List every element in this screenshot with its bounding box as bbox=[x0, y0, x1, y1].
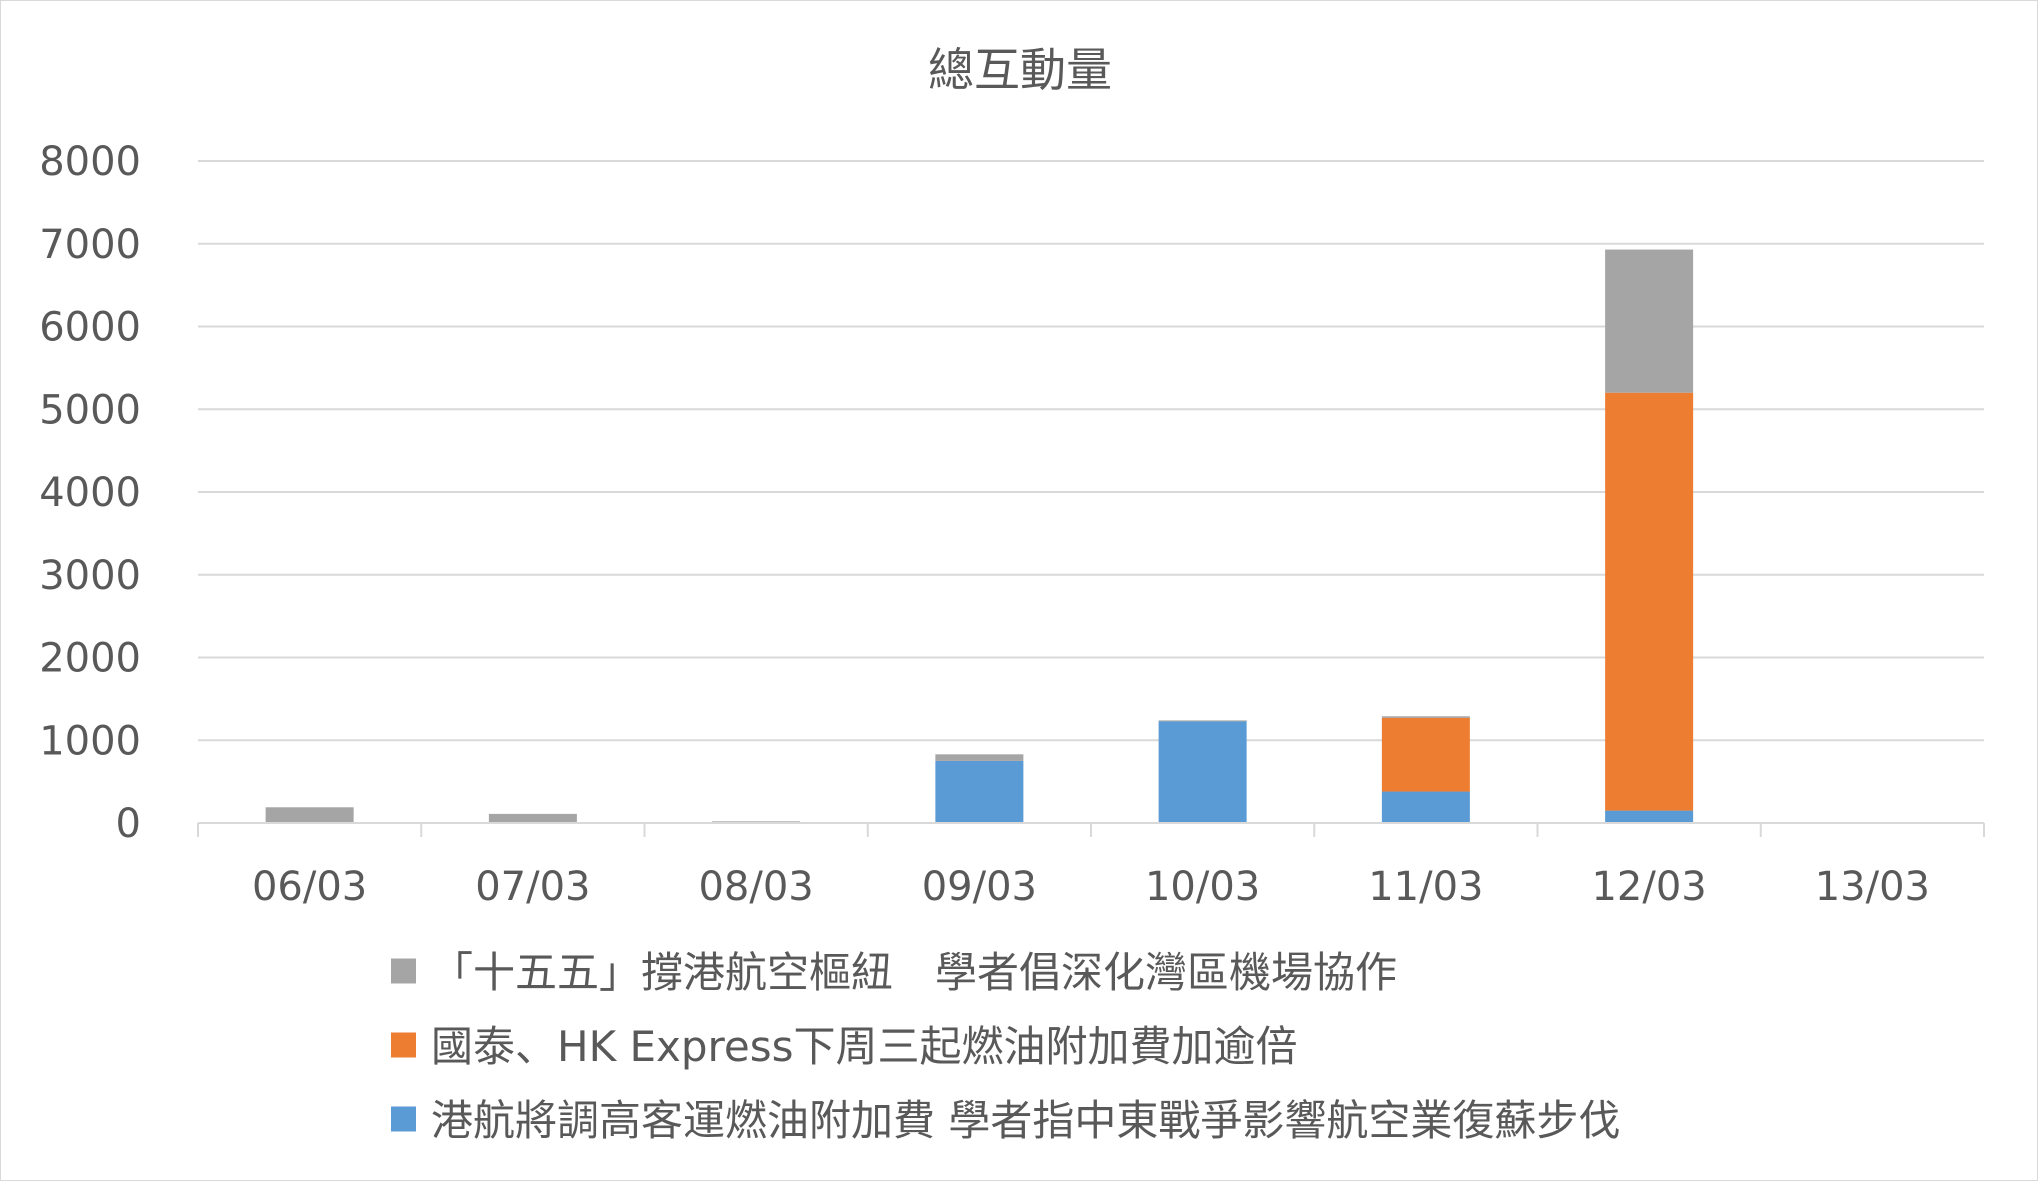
y-tick-label: 8000 bbox=[39, 139, 141, 185]
bar-segment bbox=[265, 807, 354, 823]
bar-segment bbox=[1158, 720, 1247, 722]
legend-label: 港航將調高客運燃油附加費 學者指中東戰爭影響航空業復蘇步伐 bbox=[431, 1096, 1620, 1145]
legend-label: 國泰、HK Express下周三起燃油附加費加逾倍 bbox=[431, 1022, 1297, 1071]
y-tick-label: 2000 bbox=[39, 636, 141, 682]
bar-segment bbox=[935, 754, 1024, 761]
x-tick-label: 08/03 bbox=[698, 864, 813, 910]
legend-swatch bbox=[391, 1106, 416, 1132]
y-tick-label: 1000 bbox=[39, 718, 141, 764]
bar-segment bbox=[1158, 721, 1247, 823]
y-tick-label: 4000 bbox=[39, 470, 141, 516]
chart-title: 總互動量 bbox=[928, 43, 1112, 97]
bars bbox=[265, 249, 1694, 823]
x-tick-label: 07/03 bbox=[475, 864, 590, 910]
y-tick-label: 7000 bbox=[39, 222, 141, 268]
x-tick-label: 09/03 bbox=[922, 864, 1037, 910]
gridlines bbox=[198, 160, 1984, 742]
bar-segment bbox=[1605, 249, 1694, 393]
bar-segment bbox=[1605, 392, 1694, 811]
y-tick-label: 0 bbox=[116, 801, 141, 847]
x-tick-label: 13/03 bbox=[1815, 864, 1930, 910]
bar-segment bbox=[935, 760, 1024, 823]
x-tick-label: 10/03 bbox=[1145, 864, 1260, 910]
y-tick-label: 3000 bbox=[39, 553, 141, 599]
bar-segment bbox=[1381, 791, 1470, 823]
y-tick-label: 5000 bbox=[39, 387, 141, 433]
x-tick-label: 12/03 bbox=[1591, 864, 1706, 910]
y-axis: 0 1000 2000 3000 4000 5000 6000 7000 8000 bbox=[39, 139, 141, 847]
y-tick-label: 6000 bbox=[39, 305, 141, 351]
legend-swatch bbox=[391, 958, 416, 984]
bar-segment bbox=[488, 813, 577, 823]
x-tick-label: 11/03 bbox=[1368, 864, 1483, 910]
bar-segment bbox=[1605, 810, 1694, 823]
x-tick-label: 06/03 bbox=[252, 864, 367, 910]
x-axis: 06/03 07/03 08/03 09/03 10/03 11/03 12/03 13/03 bbox=[197, 822, 1985, 910]
bar-segment bbox=[1381, 717, 1470, 792]
legend-label: 「十五五」撐港航空樞紐 學者倡深化灣區機場協作 bbox=[431, 948, 1397, 997]
bar-segment bbox=[1381, 716, 1470, 718]
legend-swatch bbox=[391, 1032, 416, 1058]
